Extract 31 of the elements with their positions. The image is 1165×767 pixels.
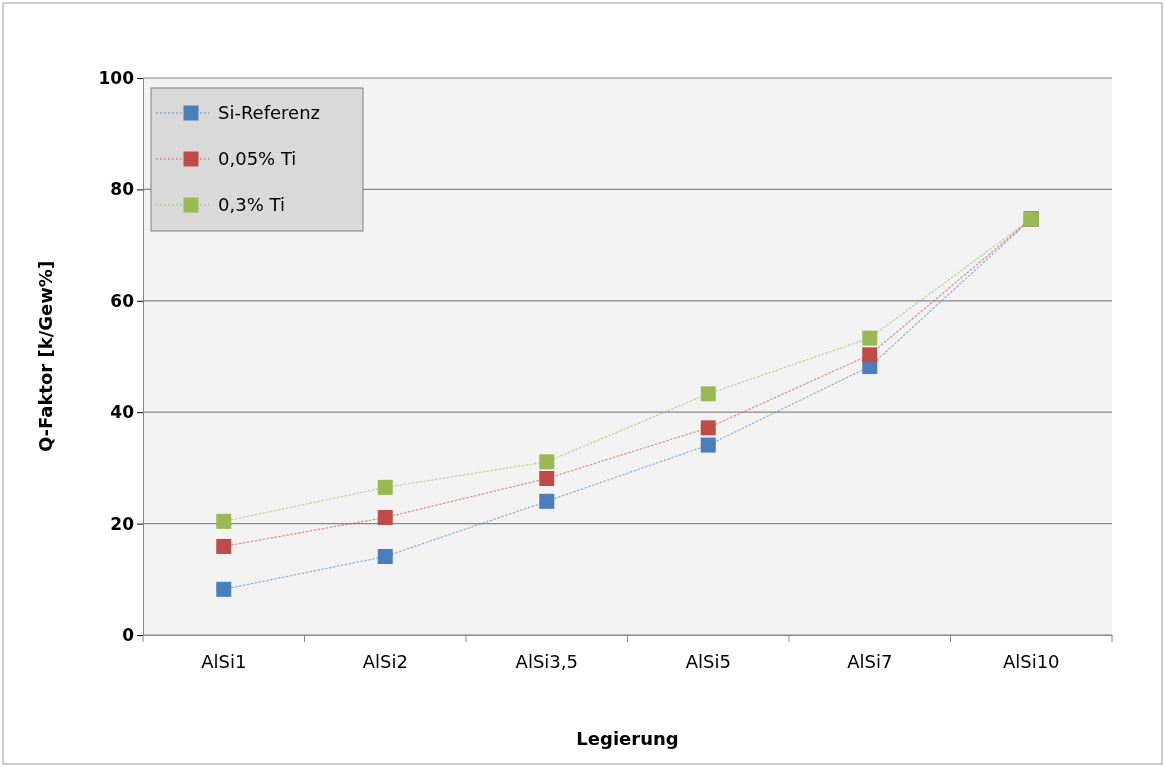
point xyxy=(377,509,393,525)
point xyxy=(377,479,393,495)
point xyxy=(377,548,393,564)
point xyxy=(216,581,232,597)
y-tick-label: 80 xyxy=(110,179,135,200)
y-tick-label: 60 xyxy=(110,290,135,311)
point xyxy=(862,347,878,363)
point xyxy=(539,493,555,509)
x-tick-label: AlSi3,5 xyxy=(515,650,578,672)
point xyxy=(539,470,555,486)
x-axis-title: Legierung xyxy=(576,728,679,749)
y-tick-label: 40 xyxy=(110,402,135,423)
x-tick-label: AlSi7 xyxy=(847,650,893,672)
legend-label: Si-Referenz xyxy=(218,102,321,123)
x-tick-label: AlSi10 xyxy=(1002,650,1060,672)
point xyxy=(216,513,232,529)
point xyxy=(700,420,716,436)
legend-label: 0,05% Ti xyxy=(218,148,297,169)
point xyxy=(700,386,716,402)
point xyxy=(862,330,878,346)
point xyxy=(216,538,232,554)
y-tick-label: 100 xyxy=(98,67,135,88)
legend-label: 0,3% Ti xyxy=(218,194,285,215)
x-tick-label: AlSi1 xyxy=(201,650,247,672)
y-tick-label: 20 xyxy=(110,513,135,534)
point xyxy=(700,437,716,453)
point xyxy=(539,454,555,470)
x-tick-label: AlSi2 xyxy=(362,650,408,672)
x-tick-label: AlSi5 xyxy=(685,650,731,672)
y-tick-label: 0 xyxy=(122,624,135,645)
y-axis-title: Q-Faktor [k/Gew%] xyxy=(35,260,56,453)
